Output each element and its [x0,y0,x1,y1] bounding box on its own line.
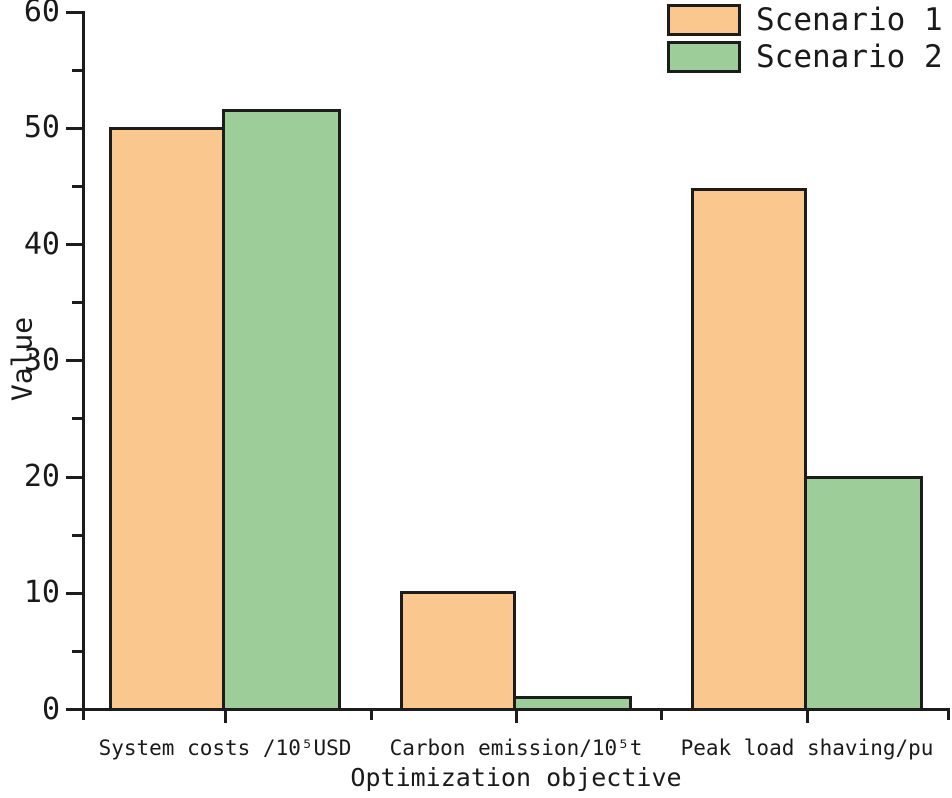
legend-label-scenario-2: Scenario 2 [756,39,943,75]
x-axis-spine [82,708,950,711]
y-tick-label-40: 40 [23,226,60,262]
legend-swatch-scenario-2 [667,41,741,73]
x-minor-tick-3 [946,711,950,720]
x-axis-title: Optimization objective [350,763,682,792]
bar-scenario-2-peak-load-shaving-pu [804,475,923,711]
x-minor-tick-2 [82,711,85,720]
y-minor-tick-25 [72,417,82,421]
x-tick-label-peak-load-shaving-pu: Peak load shaving/pu [680,736,934,760]
bar-scenario-2-system-costs-10-usd [222,109,341,711]
x-major-tick-carbon-emission-10-t [514,711,518,723]
y-major-tick-60 [66,10,82,14]
y-major-tick-50 [66,126,82,130]
y-tick-label-20: 20 [23,459,60,494]
y-minor-tick-45 [72,184,82,188]
legend-label-scenario-1: Scenario 1 [756,2,943,38]
y-tick-label-50: 50 [23,110,60,146]
y-major-tick-20 [66,475,82,479]
y-major-tick-0 [66,708,82,711]
y-minor-tick-55 [72,68,82,72]
y-major-tick-30 [66,359,82,363]
y-minor-tick-15 [72,533,82,537]
legend-item-scenario-1: Scenario 1 [667,4,943,36]
y-tick-label-30: 30 [23,342,60,378]
x-major-tick-peak-load-shaving-pu [805,711,809,723]
y-major-tick-10 [66,591,82,595]
y-axis-spine [82,10,85,711]
y-minor-tick-35 [72,301,82,305]
x-minor-tick-0 [369,711,373,720]
bar-scenario-1-carbon-emission-10-t [400,590,516,711]
bar-scenario-1-peak-load-shaving-pu [691,188,807,711]
x-tick-label-carbon-emission-10-t: Carbon emission/10⁵t [389,736,643,760]
y-minor-tick-5 [72,649,82,653]
x-minor-tick-1 [660,711,663,720]
y-tick-label-60: 60 [23,0,60,29]
bar-scenario-1-system-costs-10-usd [109,126,225,711]
legend-swatch-scenario-1 [667,4,741,36]
y-tick-label-0: 0 [41,691,60,727]
x-tick-label-system-costs-10-usd: System costs /10⁵USD [98,736,352,760]
legend-item-scenario-2: Scenario 2 [667,41,943,73]
y-major-tick-40 [66,243,82,246]
x-major-tick-system-costs-10-usd [223,711,227,723]
legend: Scenario 1 Scenario 2 [667,4,943,78]
y-tick-label-10: 10 [23,575,60,611]
y-axis-title: Value [5,316,39,402]
